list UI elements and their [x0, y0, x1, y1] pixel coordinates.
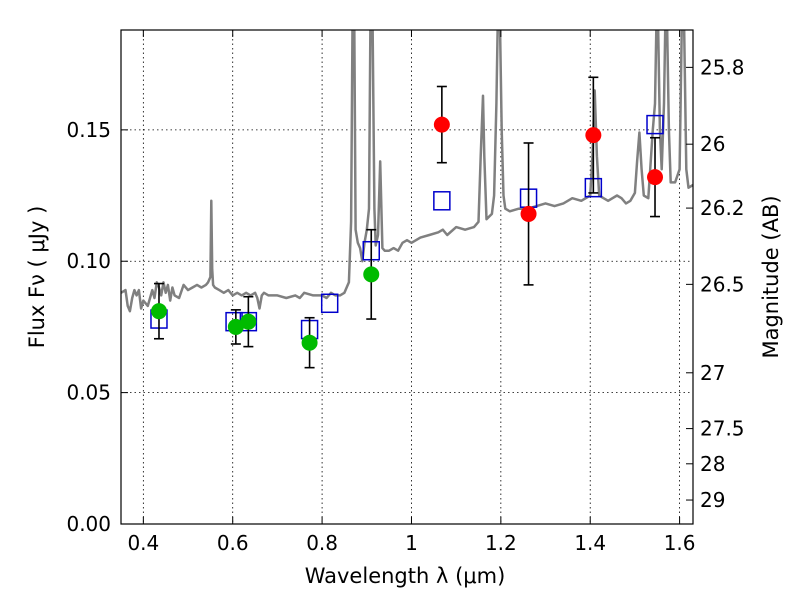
- x-tick-label: 1.6: [664, 531, 696, 555]
- nir-point: [433, 116, 450, 133]
- nir-point: [647, 169, 664, 186]
- y-tick-label: 0.10: [66, 249, 111, 273]
- optical-point: [150, 303, 167, 320]
- x-tick-label: 0.6: [217, 531, 249, 555]
- y2-tick-label: 26.5: [700, 272, 745, 296]
- plot-frame: [120, 29, 694, 525]
- y2-axis-label: Magnitude (AB): [759, 195, 783, 358]
- y2-tick-label: 28: [700, 452, 725, 476]
- y-axis-label: Flux Fν ( μJy ): [25, 206, 49, 349]
- optical-point: [363, 266, 380, 283]
- y2-tick-label: 26.2: [700, 196, 745, 220]
- x-axis-label: Wavelength λ (μm): [305, 564, 506, 588]
- y2-tick-label: 26: [700, 132, 725, 156]
- optical-point: [301, 334, 318, 351]
- x-tick-label: 0.8: [306, 531, 338, 555]
- x-tick-label: 1: [405, 531, 418, 555]
- x-tick-label: 0.4: [127, 531, 159, 555]
- y-tick-label: 0.00: [66, 512, 111, 536]
- errorbar-layer: [150, 76, 664, 369]
- axes: 0.4 0.6 0.8 1 1.2 1.4 1.6 0.00 0.05 0.10 0.15 25.8 2…: [66, 30, 745, 555]
- nir-point: [585, 127, 602, 144]
- nir-point: [520, 205, 537, 222]
- y2-tick-label: 29: [700, 488, 725, 512]
- model-photometry-square: [433, 191, 451, 211]
- model-spectrum-line: [121, 30, 693, 313]
- y-tick-label: 0.05: [66, 381, 111, 405]
- y2-tick-label: 27: [700, 361, 725, 385]
- y-tick-label: 0.15: [66, 118, 111, 142]
- plot-background: [121, 30, 693, 524]
- optical-point: [227, 318, 244, 335]
- y2-tick-label: 27.5: [700, 417, 745, 441]
- x-tick-label: 1.2: [485, 531, 517, 555]
- y2-tick-label: 25.8: [700, 55, 745, 79]
- model-photometry-square: [320, 293, 339, 314]
- x-tick-label: 1.4: [574, 531, 606, 555]
- optical-point: [240, 313, 257, 330]
- model-photometry-square: [646, 114, 664, 135]
